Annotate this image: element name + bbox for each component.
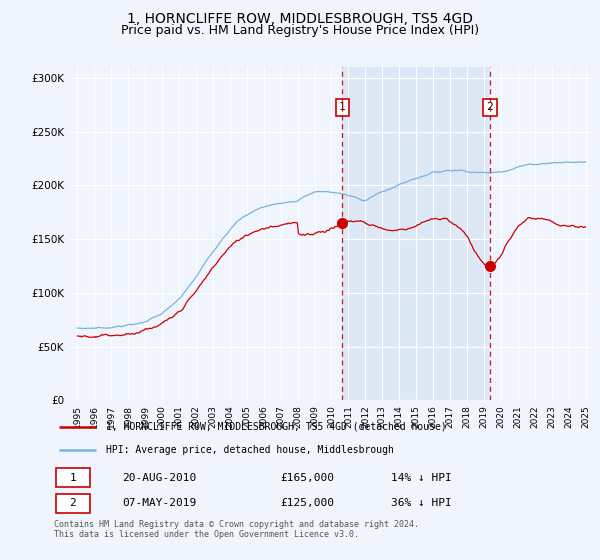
Text: Price paid vs. HM Land Registry's House Price Index (HPI): Price paid vs. HM Land Registry's House … xyxy=(121,24,479,36)
Text: £165,000: £165,000 xyxy=(280,473,334,483)
Text: 1, HORNCLIFFE ROW, MIDDLESBROUGH, TS5 4GD (detached house): 1, HORNCLIFFE ROW, MIDDLESBROUGH, TS5 4G… xyxy=(106,422,447,432)
Text: 1: 1 xyxy=(70,473,76,483)
Text: HPI: Average price, detached house, Middlesbrough: HPI: Average price, detached house, Midd… xyxy=(106,445,394,455)
Text: £125,000: £125,000 xyxy=(280,498,334,508)
Text: 2: 2 xyxy=(70,498,76,508)
Bar xyxy=(343,67,490,400)
Text: 1: 1 xyxy=(339,102,346,112)
FancyBboxPatch shape xyxy=(56,494,90,513)
Text: 14% ↓ HPI: 14% ↓ HPI xyxy=(391,473,452,483)
Text: 20-AUG-2010: 20-AUG-2010 xyxy=(122,473,196,483)
Text: 1, HORNCLIFFE ROW, MIDDLESBROUGH, TS5 4GD: 1, HORNCLIFFE ROW, MIDDLESBROUGH, TS5 4G… xyxy=(127,12,473,26)
Text: 2: 2 xyxy=(487,102,493,112)
FancyBboxPatch shape xyxy=(56,468,90,487)
Text: 36% ↓ HPI: 36% ↓ HPI xyxy=(391,498,452,508)
Text: Contains HM Land Registry data © Crown copyright and database right 2024.
This d: Contains HM Land Registry data © Crown c… xyxy=(54,520,419,539)
Text: 07-MAY-2019: 07-MAY-2019 xyxy=(122,498,196,508)
